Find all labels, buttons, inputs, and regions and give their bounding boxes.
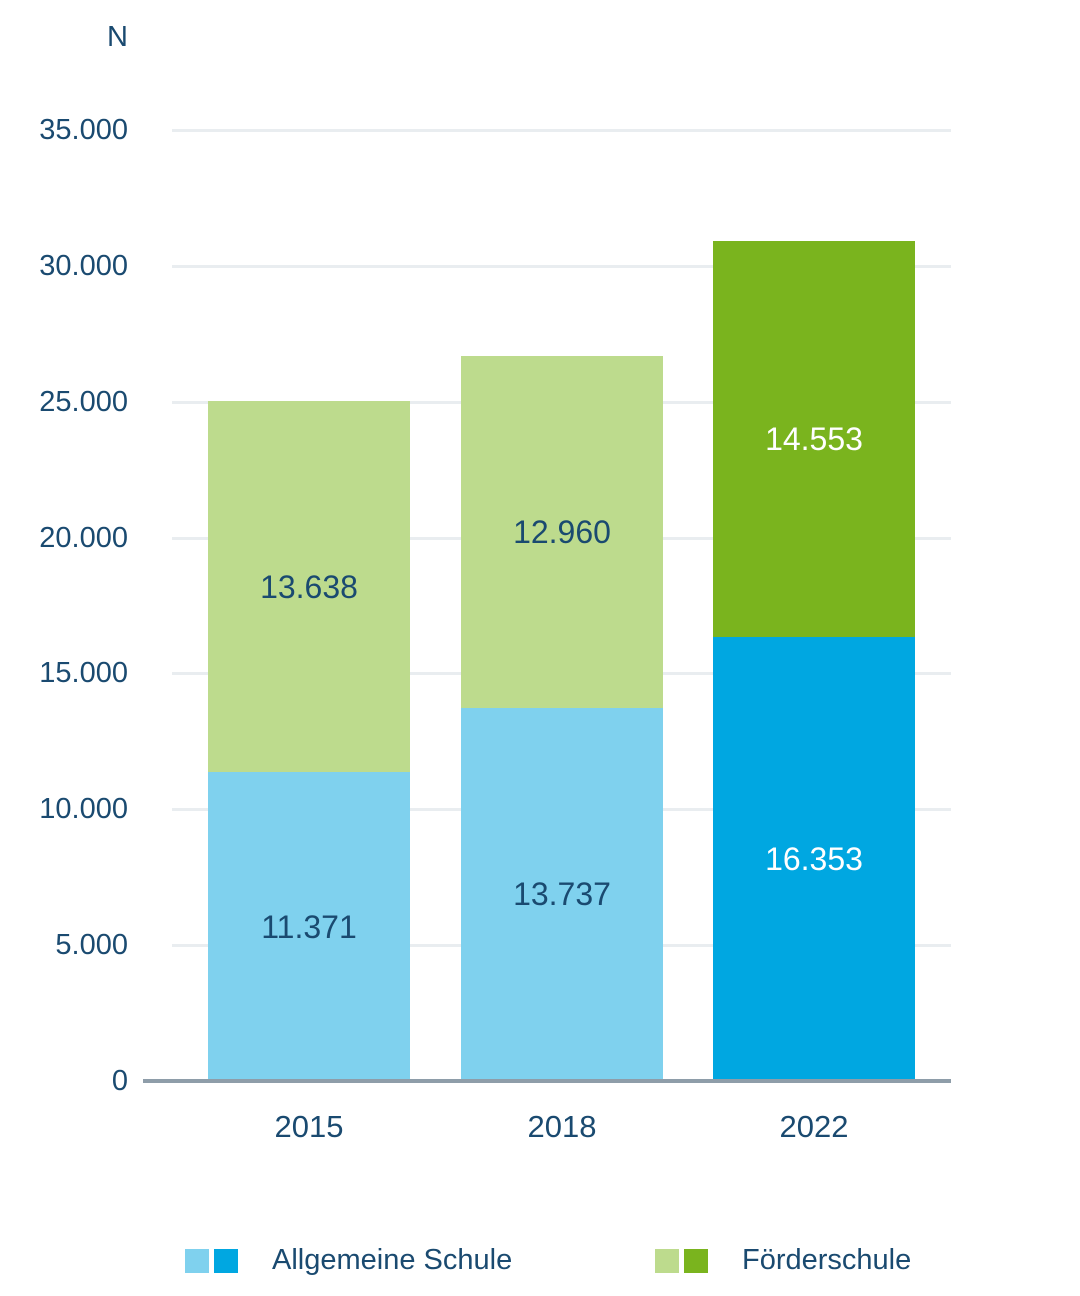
x-axis-baseline	[143, 1079, 951, 1083]
legend-label-foerderschule: Förderschule	[742, 1244, 912, 1276]
legend-swatch-light-foerderschule	[655, 1248, 679, 1273]
bar-2015-foerderschule: 13.638	[208, 401, 410, 773]
y-tick-label: 25.000	[39, 385, 128, 418]
x-tick-2015: 2015	[274, 1109, 344, 1144]
y-tick-label: 35.000	[39, 114, 128, 146]
legend-swatch-light-allgemeine-schule	[185, 1248, 209, 1273]
bar-2018-allgemeine-schule: 13.737	[461, 707, 663, 1081]
y-tick-label: 30.000	[39, 249, 128, 282]
legend-swatch-dark-allgemeine-schule	[214, 1248, 238, 1273]
y-tick-label: 5.000	[55, 929, 128, 962]
bar-value-2022-allgemeine-schule: 16.353	[765, 840, 863, 877]
x-tick-2022: 2022	[779, 1109, 849, 1144]
bar-2018-foerderschule: 12.960	[461, 355, 663, 708]
y-tick-label: 10.000	[39, 793, 128, 826]
legend-swatch-dark-foerderschule	[684, 1248, 708, 1273]
gridline	[172, 129, 951, 132]
bar-2022-allgemeine-schule: 16.353	[713, 636, 915, 1081]
bar-2022-foerderschule: 14.553	[713, 241, 915, 637]
legend-item-foerderschule: Förderschule	[655, 1244, 912, 1276]
bar-value-2022-foerderschule: 14.553	[765, 420, 863, 457]
gridline	[172, 264, 951, 268]
y-axis-title: N	[107, 21, 128, 53]
bar-value-2015-foerderschule: 13.638	[260, 568, 358, 605]
bar-2015-allgemeine-schule: 11.371	[208, 772, 410, 1081]
bar-value-2018-allgemeine-schule: 13.737	[513, 876, 611, 913]
x-tick-2018: 2018	[527, 1109, 597, 1144]
bar-value-2015-allgemeine-schule: 11.371	[261, 908, 357, 945]
bar-value-2018-foerderschule: 12.960	[513, 513, 611, 550]
y-tick-label: 20.000	[39, 521, 128, 554]
legend-label-allgemeine-schule: Allgemeine Schule	[272, 1244, 513, 1276]
y-tick-label: 0	[111, 1065, 128, 1097]
legend-item-allgemeine-schule: Allgemeine Schule	[185, 1244, 513, 1276]
y-tick-label: 15.000	[39, 657, 128, 690]
